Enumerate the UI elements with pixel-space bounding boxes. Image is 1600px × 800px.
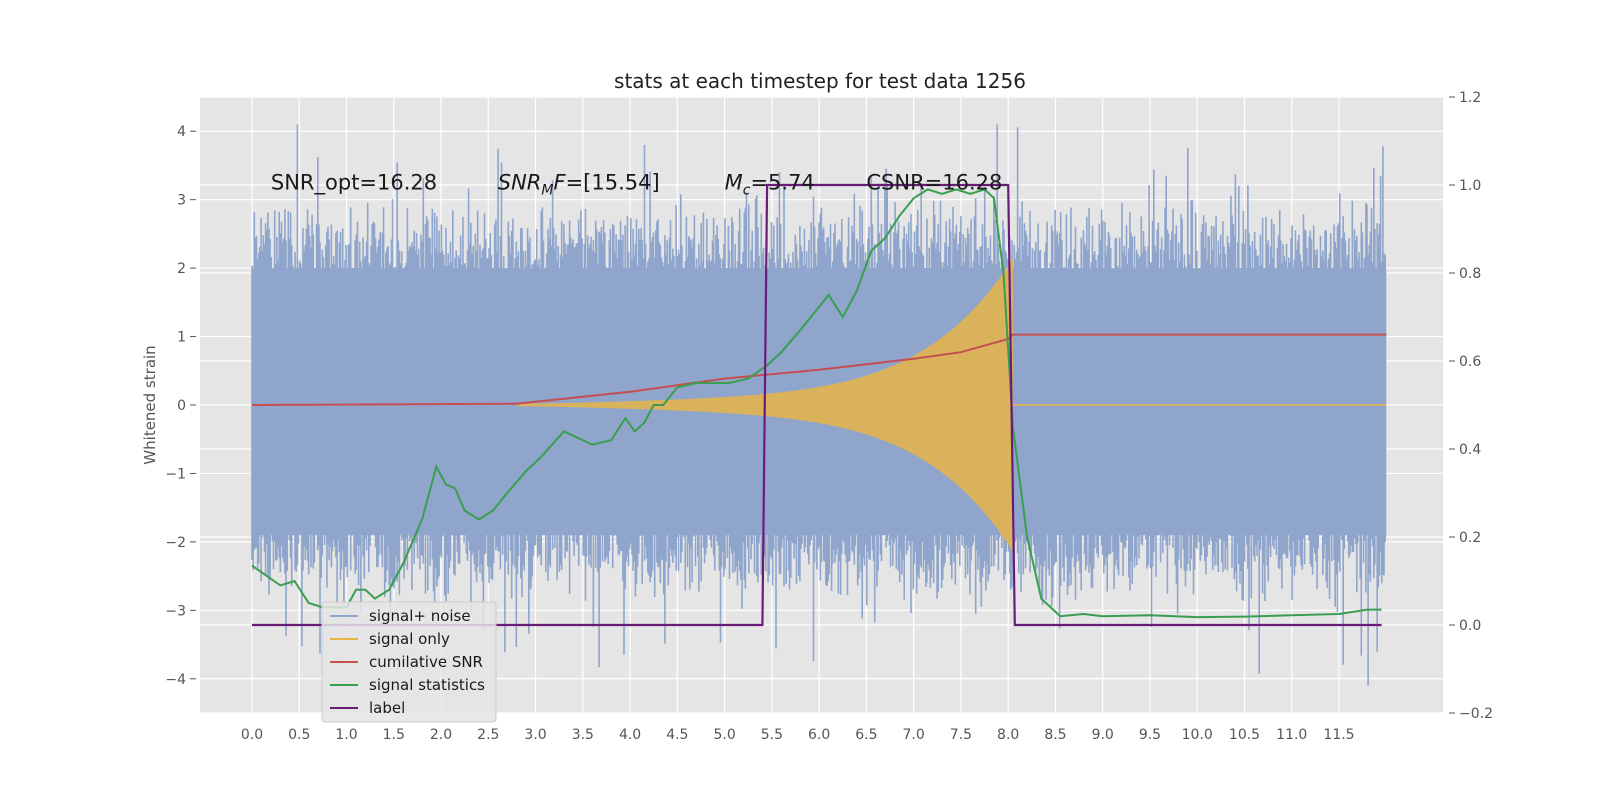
- x-tick-label: 2.0: [430, 727, 452, 743]
- x-tick-label: 1.5: [383, 727, 405, 743]
- annotation-text: CSNR=16.28: [866, 171, 1002, 195]
- x-tick-label: 11.5: [1323, 727, 1354, 743]
- legend-label: signal statistics: [369, 676, 485, 694]
- x-tick-label: 5.5: [761, 727, 783, 743]
- line-series-layer: [251, 183, 1387, 627]
- y2-tick-label: 0.2: [1459, 530, 1481, 546]
- chart-title: stats at each timestep for test data 125…: [614, 69, 1026, 93]
- y-tick-label: 3: [177, 193, 186, 209]
- x-tick-label: 7.0: [903, 727, 925, 743]
- y2-tick-label: 0.0: [1459, 618, 1481, 634]
- signal-statistics-line: [251, 188, 1382, 619]
- x-tick-label: 10.0: [1182, 727, 1213, 743]
- y-tick-label: −4: [165, 672, 186, 688]
- x-tick-label: 9.0: [1092, 727, 1114, 743]
- x-tick-label: 8.0: [997, 727, 1019, 743]
- y2-tick-label: 0.8: [1459, 266, 1481, 282]
- annotations-layer: SNR_opt=16.28 SNRMF=[15.54] Mc=5.74 CSNR=16…: [271, 171, 1003, 199]
- x-tick-label: 7.5: [950, 727, 972, 743]
- x-tick-label: 0.5: [288, 727, 310, 743]
- y2-tick-label: 1.0: [1459, 178, 1481, 194]
- x-tick-label: 0.0: [241, 727, 263, 743]
- y-tick-label: −3: [165, 603, 186, 619]
- x-tick-label: 3.5: [572, 727, 594, 743]
- annotation-text: SNR_opt=16.28: [271, 171, 437, 196]
- legend-label: signal only: [369, 630, 450, 648]
- y-tick-label: −1: [165, 466, 186, 482]
- y-tick-label: 2: [177, 261, 186, 277]
- y-tick-label: 4: [177, 124, 186, 140]
- y-tick-label: −2: [165, 535, 186, 551]
- y-tick-label: 1: [177, 330, 186, 346]
- y2-tick-label: 0.4: [1459, 442, 1481, 458]
- y2-tick-label: 1.2: [1459, 90, 1481, 106]
- x-tick-label: 11.0: [1276, 727, 1307, 743]
- y2-tick-label: 0.6: [1459, 354, 1481, 370]
- annotation-text: Mc=5.74: [725, 171, 815, 199]
- x-tick-label: 4.0: [619, 727, 641, 743]
- x-tick-label: 6.5: [855, 727, 877, 743]
- legend-box: [321, 601, 497, 723]
- legend-label: signal+ noise: [369, 607, 471, 625]
- x-tick-label: 5.0: [713, 727, 735, 743]
- x-tick-label: 10.5: [1229, 727, 1260, 743]
- legend-label: label: [369, 699, 405, 717]
- x-tick-label: 1.0: [335, 727, 357, 743]
- y-tick-label: 0: [177, 398, 186, 414]
- x-tick-label: 4.5: [666, 727, 688, 743]
- label-line: [252, 183, 1382, 627]
- x-tick-label: 6.0: [808, 727, 830, 743]
- x-tick-label: 3.0: [524, 727, 546, 743]
- y2-tick-label: −0.2: [1459, 706, 1493, 722]
- tick-labels-layer: 0.0 0.5 1.0 1.5 2.0 2.5 3.0 3.5 4.0 4.5 5.0 5.5 6.0 6…: [165, 90, 1493, 743]
- x-tick-label: 8.5: [1044, 727, 1066, 743]
- x-tick-label: 2.5: [477, 727, 499, 743]
- y-axis-label: Whitened strain: [141, 345, 159, 464]
- legend: signal+ noise signal only cumilative SNR si…: [321, 601, 497, 723]
- x-tick-label: 9.5: [1139, 727, 1161, 743]
- annotation-text: SNRMF=[15.54]: [498, 171, 660, 199]
- legend-label: cumilative SNR: [369, 653, 483, 671]
